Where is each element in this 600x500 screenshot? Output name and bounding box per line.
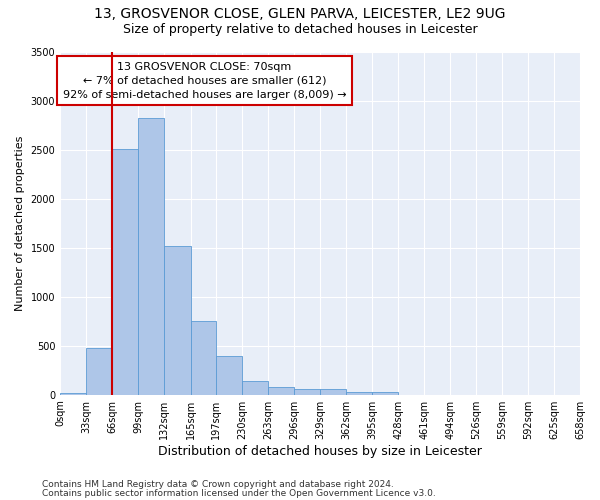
- Y-axis label: Number of detached properties: Number of detached properties: [15, 136, 25, 311]
- Text: 13, GROSVENOR CLOSE, GLEN PARVA, LEICESTER, LE2 9UG: 13, GROSVENOR CLOSE, GLEN PARVA, LEICEST…: [94, 8, 506, 22]
- Text: 13 GROSVENOR CLOSE: 70sqm
← 7% of detached houses are smaller (612)
92% of semi-: 13 GROSVENOR CLOSE: 70sqm ← 7% of detach…: [62, 62, 346, 100]
- Bar: [112, 148, 139, 394]
- Bar: [346, 392, 372, 394]
- Bar: [164, 246, 191, 394]
- Bar: [242, 381, 268, 394]
- Text: Contains public sector information licensed under the Open Government Licence v3: Contains public sector information licen…: [42, 488, 436, 498]
- Bar: [320, 390, 346, 394]
- Bar: [294, 390, 320, 394]
- Bar: [86, 348, 112, 395]
- Bar: [139, 118, 164, 394]
- Bar: [191, 321, 216, 394]
- Bar: [268, 387, 294, 394]
- Text: Contains HM Land Registry data © Crown copyright and database right 2024.: Contains HM Land Registry data © Crown c…: [42, 480, 394, 489]
- Bar: [216, 356, 242, 395]
- Bar: [60, 392, 86, 394]
- Bar: [372, 392, 398, 394]
- Text: Size of property relative to detached houses in Leicester: Size of property relative to detached ho…: [122, 22, 478, 36]
- X-axis label: Distribution of detached houses by size in Leicester: Distribution of detached houses by size …: [158, 444, 482, 458]
